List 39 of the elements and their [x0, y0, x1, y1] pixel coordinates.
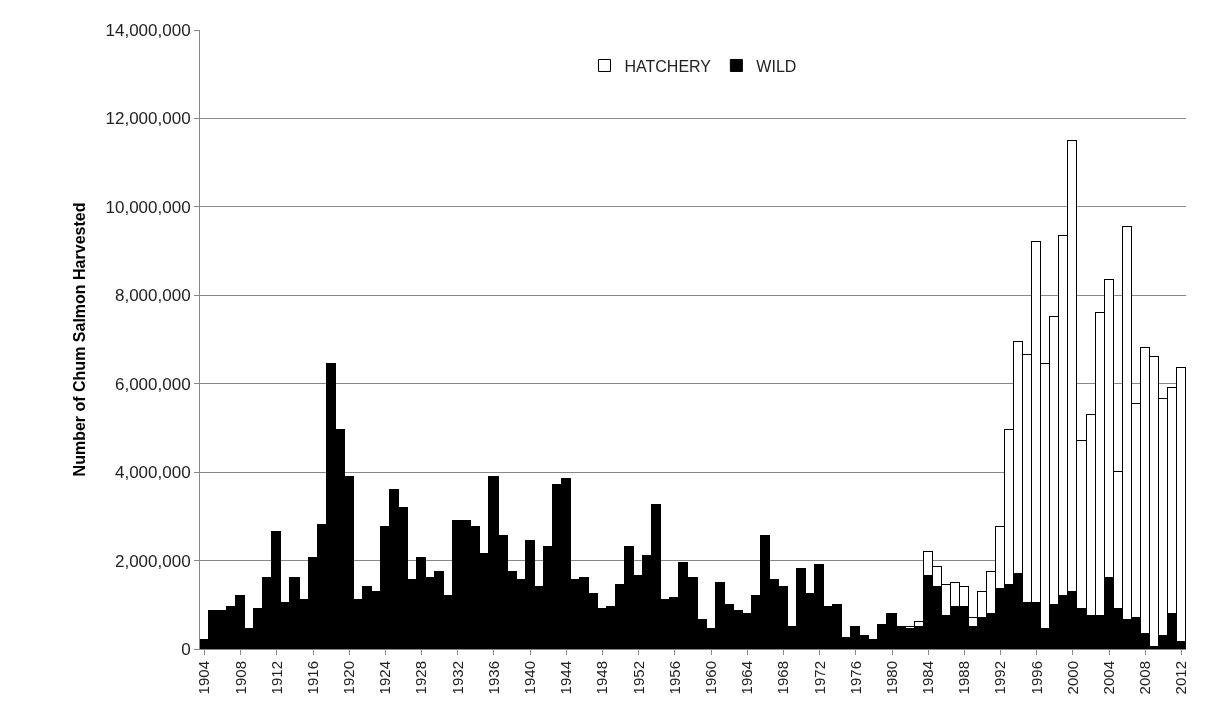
x-tick-label: 1936	[484, 661, 502, 695]
y-tick-label: 4,000,000	[114, 463, 191, 483]
x-tick-label: 1916	[303, 661, 321, 695]
x-tick-label: 1972	[810, 661, 828, 695]
x-tick-label: 1980	[882, 661, 900, 695]
y-tick-label: 2,000,000	[114, 551, 191, 571]
y-tick-label: 8,000,000	[114, 286, 191, 306]
x-tick-label: 1928	[412, 661, 430, 695]
x-tick-label: 1940	[521, 661, 539, 695]
x-tick-label: 1944	[557, 661, 575, 695]
x-tick-label: 1976	[846, 661, 864, 695]
x-tick-label: 1992	[991, 661, 1009, 695]
x-tick-label: 1996	[1027, 661, 1045, 695]
legend-label: WILD	[756, 57, 797, 75]
x-tick-label: 1912	[267, 661, 285, 695]
y-tick-label: 12,000,000	[105, 109, 191, 129]
x-tick-label: 1968	[774, 661, 792, 695]
x-tick-label: 1948	[593, 661, 611, 695]
y-tick-label: 0	[181, 639, 191, 659]
legend-label: HATCHERY	[624, 57, 712, 75]
x-tick-label: 1960	[701, 661, 719, 695]
x-tick-label: 1984	[919, 661, 937, 695]
x-tick-label: 2012	[1172, 661, 1190, 695]
x-tick-label: 1952	[629, 661, 647, 695]
x-tick-label: 1908	[231, 661, 249, 695]
x-tick-label: 1964	[738, 661, 756, 695]
x-tick-label: 1932	[448, 661, 466, 695]
x-tick-label: 1904	[195, 661, 213, 695]
x-tick-label: 2004	[1099, 661, 1117, 695]
x-tick-label: 1920	[340, 661, 358, 695]
y-axis-title: Number of Chum Salmon Harvested	[71, 202, 89, 477]
x-tick-label: 2000	[1063, 661, 1081, 695]
x-tick-label: 2008	[1136, 661, 1154, 695]
y-tick-label: 14,000,000	[105, 20, 191, 40]
y-tick-label: 6,000,000	[114, 374, 191, 394]
y-tick-label: 10,000,000	[105, 197, 191, 217]
x-tick-label: 1956	[665, 661, 683, 695]
x-tick-label: 1988	[955, 661, 973, 695]
x-tick-label: 1924	[376, 661, 394, 695]
